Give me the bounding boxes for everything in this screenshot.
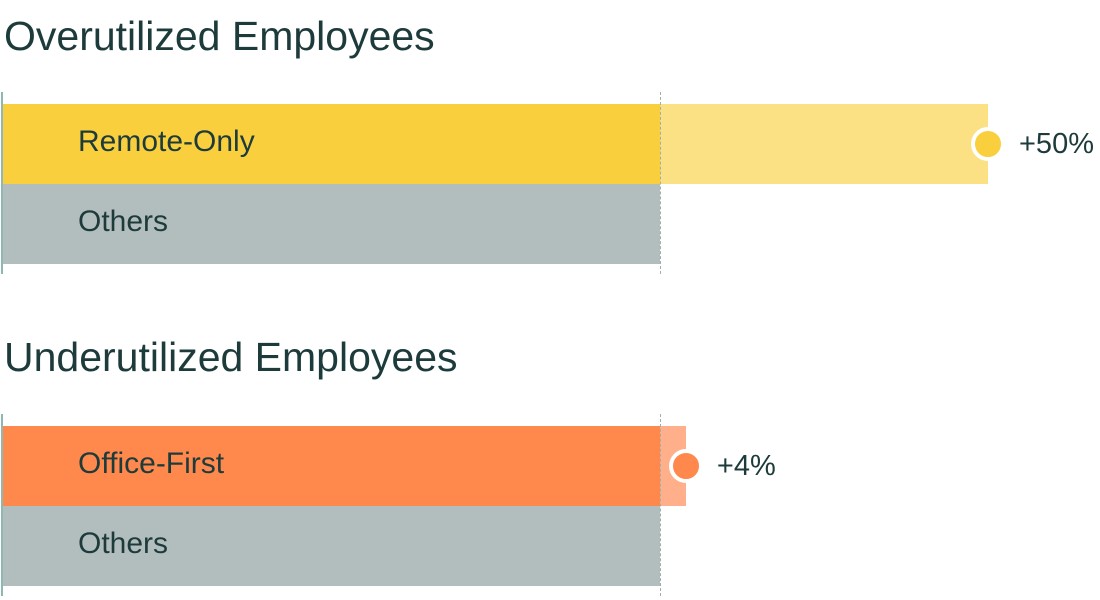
- bar-remote-only-increase: [659, 104, 988, 184]
- value-marker-dot: [668, 449, 703, 483]
- bar-others: [3, 506, 660, 586]
- bar-label: Others: [78, 205, 169, 238]
- axis-line: [1, 92, 3, 274]
- value-label: +4%: [716, 450, 776, 482]
- bar-label: Remote-Only: [78, 125, 255, 158]
- axis-line: [1, 414, 3, 596]
- bar-others: [3, 184, 660, 264]
- value-marker-dot: [971, 127, 1005, 161]
- baseline-reference-line: [659, 414, 661, 596]
- bar-remote-only: [3, 104, 660, 184]
- value-label: +50%: [1019, 128, 1094, 160]
- bar-label: Office-First: [78, 447, 225, 480]
- bar-office-first: [3, 426, 660, 506]
- bar-label: Others: [78, 527, 169, 560]
- chart-title: Overutilized Employees: [4, 13, 435, 59]
- chart-title: Underutilized Employees: [4, 334, 458, 380]
- baseline-reference-line: [659, 92, 661, 274]
